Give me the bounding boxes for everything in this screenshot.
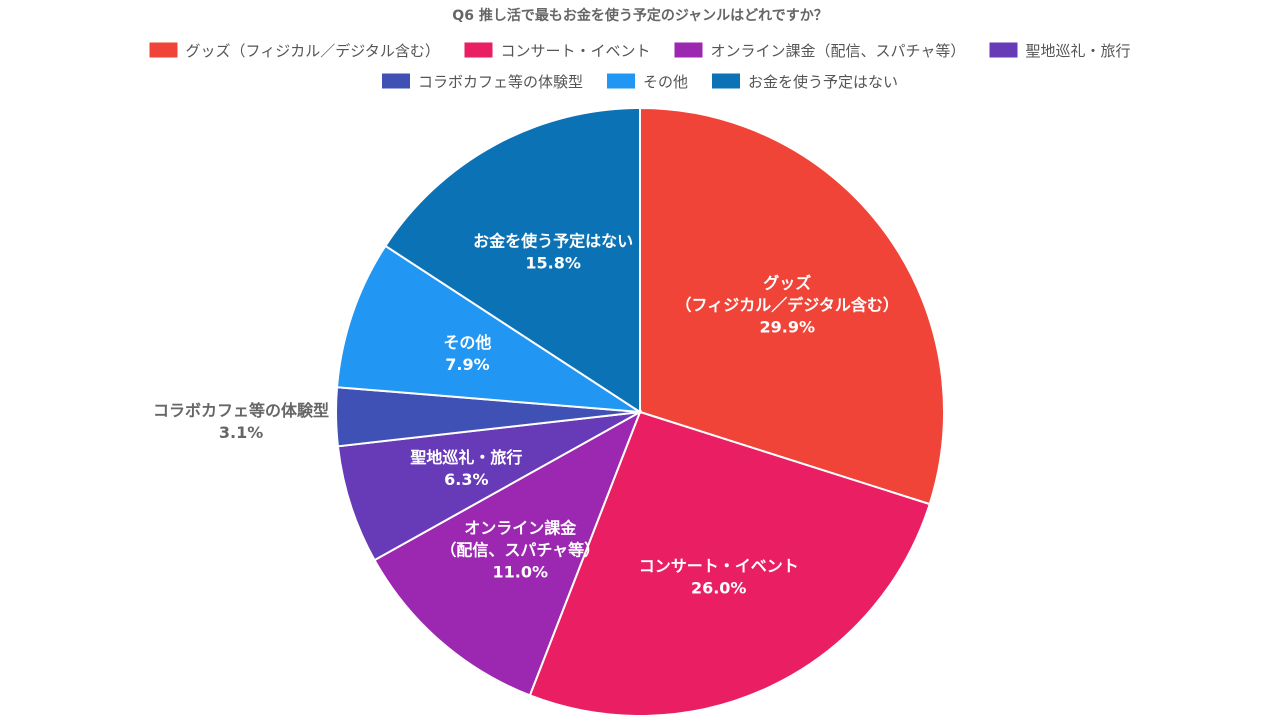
legend-label-1: コンサート・イベント <box>501 42 651 60</box>
legend-item-6[interactable]: お金を使う予定はない <box>712 73 898 91</box>
slice-label-line-3-0: 聖地巡礼・旅行 <box>410 448 522 467</box>
pie-slice-6[interactable] <box>384 106 641 414</box>
pie-slice-3[interactable] <box>336 411 641 562</box>
legend-swatch-1 <box>464 42 493 58</box>
slice-value-0: 29.9% <box>759 317 815 336</box>
pie-slice-0[interactable] <box>639 106 945 506</box>
slice-label-0: グッズ （フィジカル／デジタル含む） 29.9% <box>676 273 899 336</box>
legend-item-2[interactable]: オンライン課金（配信、スパチャ等） <box>674 42 966 60</box>
slice-label-3: 聖地巡礼・旅行 6.3% <box>410 448 522 489</box>
slice-label-line-1-0: コンサート・イベント <box>639 557 799 576</box>
slice-label-2: オンライン課金 （配信、スパチャ等） 11.0% <box>440 519 600 582</box>
legend-swatch-3 <box>989 42 1018 58</box>
legend-item-4[interactable]: コラボカフェ等の体験型 <box>382 73 583 91</box>
pie-slice-5[interactable] <box>335 244 641 413</box>
slice-labels: グッズ （フィジカル／デジタル含む） 29.9% コンサート・イベント 26.0% オンラ… <box>153 232 899 598</box>
legend-item-3[interactable]: 聖地巡礼・旅行 <box>989 42 1131 60</box>
legend-label-3: 聖地巡礼・旅行 <box>1026 42 1131 60</box>
slice-value-2: 11.0% <box>492 563 548 582</box>
legend-item-1[interactable]: コンサート・イベント <box>464 42 651 60</box>
legend-label-2: オンライン課金（配信、スパチャ等） <box>711 42 966 60</box>
slice-label-line-2-0: オンライン課金 <box>464 519 577 538</box>
legend-swatch-0 <box>149 42 178 58</box>
legend: グッズ（フィジカル／デジタル含む） コンサート・イベント オンライン課金（配信、スパ… <box>149 42 1131 91</box>
legend-label-6: お金を使う予定はない <box>748 73 898 91</box>
slice-label-5: その他 7.9% <box>443 333 491 374</box>
slice-label-6: お金を使う予定はない 15.8% <box>473 232 633 273</box>
slice-value-5: 7.9% <box>445 355 489 374</box>
pie-slice-1[interactable] <box>528 410 931 717</box>
slice-label-4: コラボカフェ等の体験型 3.1% <box>153 401 329 442</box>
pie-slices <box>335 106 945 717</box>
chart-title: Q6 推し活で最もお金を使う予定のジャンルはどれですか？ <box>452 7 827 24</box>
slice-label-line-0-1: （フィジカル／デジタル含む） <box>676 295 899 314</box>
legend-item-0[interactable]: グッズ（フィジカル／デジタル含む） <box>149 42 440 60</box>
slice-value-3: 6.3% <box>444 470 488 489</box>
legend-label-4: コラボカフェ等の体験型 <box>418 73 583 91</box>
slice-value-1: 26.0% <box>691 579 747 598</box>
slice-value-6: 15.8% <box>525 254 581 273</box>
slice-value-4: 3.1% <box>219 423 263 442</box>
pie-slice-2[interactable] <box>373 409 642 697</box>
slice-label-line-2-1: （配信、スパチャ等） <box>440 541 600 560</box>
slice-label-line-4-0: コラボカフェ等の体験型 <box>153 401 329 420</box>
legend-swatch-4 <box>382 73 410 89</box>
legend-swatch-5 <box>607 73 635 89</box>
slice-label-line-0-0: グッズ <box>763 273 811 292</box>
legend-swatch-6 <box>712 73 740 89</box>
slice-label-1: コンサート・イベント 26.0% <box>639 557 799 598</box>
slice-label-line-6-0: お金を使う予定はない <box>473 232 633 251</box>
legend-item-5[interactable]: その他 <box>607 73 688 91</box>
legend-label-0: グッズ（フィジカル／デジタル含む） <box>186 42 440 60</box>
slice-label-line-5-0: その他 <box>443 333 491 352</box>
legend-label-5: その他 <box>643 73 688 91</box>
legend-swatch-2 <box>674 42 703 58</box>
